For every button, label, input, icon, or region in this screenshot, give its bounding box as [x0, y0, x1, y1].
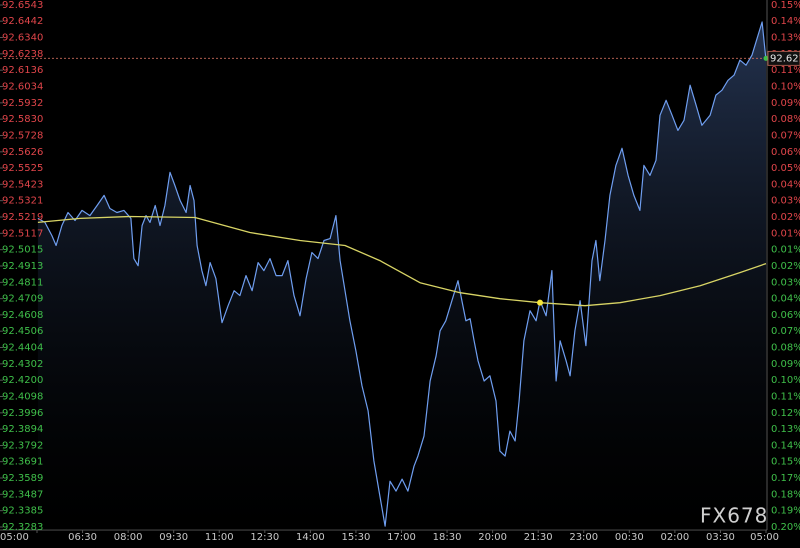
watermark: FX678	[700, 504, 768, 528]
y-tick-label: 92.5117	[2, 228, 43, 239]
y2-tick-label: 0.01%	[771, 228, 800, 239]
x-tick-label: 05:00	[0, 532, 29, 543]
x-tick-label: 09:30	[159, 532, 188, 543]
y-tick-label: 92.5525	[2, 163, 43, 174]
y-tick-label: 92.5423	[2, 179, 43, 190]
y2-tick-label: 0.12%	[771, 408, 800, 419]
y2-tick-label: 0.08%	[771, 114, 800, 125]
last-price-dot	[763, 55, 769, 61]
y2-tick-label: 0.07%	[771, 131, 800, 142]
y-tick-label: 92.6238	[2, 49, 43, 60]
y2-tick-label: 0.03%	[771, 196, 800, 207]
x-tick-label: 06:30	[68, 532, 97, 543]
y2-tick-label: 0.11%	[771, 65, 800, 76]
y2-tick-label: 0.04%	[771, 179, 800, 190]
y2-tick-label: 0.02%	[771, 212, 800, 223]
y2-tick-label: 0.09%	[771, 359, 800, 370]
y-tick-label: 92.6034	[2, 82, 43, 93]
x-tick-label: 14:00	[296, 532, 325, 543]
x-tick-label: 18:30	[433, 532, 462, 543]
y2-tick-label: 0.18%	[771, 489, 800, 500]
y2-tick-label: 0.13%	[771, 424, 800, 435]
y2-tick-label: 0.10%	[771, 82, 800, 93]
y-tick-label: 92.4913	[2, 261, 43, 272]
y-tick-label: 92.3487	[2, 489, 43, 500]
y2-tick-label: 0.05%	[771, 163, 800, 174]
y-tick-label: 92.6442	[2, 16, 43, 27]
y2-tick-label: 0.17%	[771, 473, 800, 484]
y-tick-label: 92.5728	[2, 131, 43, 142]
x-tick-label: 08:00	[114, 532, 143, 543]
y2-tick-label: 0.13%	[771, 33, 800, 44]
y2-tick-label: 0.07%	[771, 326, 800, 337]
y2-tick-label: 0.06%	[771, 310, 800, 321]
x-tick-label: 23:00	[569, 532, 598, 543]
x-tick-label: 15:30	[342, 532, 371, 543]
x-tick-label: 12:30	[250, 532, 279, 543]
y-tick-label: 92.4302	[2, 359, 43, 370]
x-tick-label: 05:00	[750, 532, 779, 543]
y-tick-label: 92.3894	[2, 424, 43, 435]
x-tick-label: 21:30	[524, 532, 553, 543]
y-tick-label: 92.5321	[2, 196, 43, 207]
y2-tick-label: 0.10%	[771, 375, 800, 386]
average-line	[37, 215, 767, 307]
price-line	[37, 21, 767, 527]
y-tick-label: 92.4709	[2, 294, 43, 305]
y2-tick-label: 0.19%	[771, 506, 800, 517]
y-tick-label: 92.4811	[2, 277, 43, 288]
y2-tick-label: 0.15%	[771, 457, 800, 468]
y-tick-label: 92.5219	[2, 212, 43, 223]
y-tick-label: 92.4506	[2, 326, 43, 337]
x-tick-label: 03:30	[706, 532, 735, 543]
y2-tick-label: 0.14%	[771, 16, 800, 27]
y-tick-label: 92.3996	[2, 408, 43, 419]
y-tick-label: 92.4608	[2, 310, 43, 321]
y-tick-label: 92.3691	[2, 457, 43, 468]
y-tick-label: 92.4404	[2, 343, 43, 354]
x-tick-label: 00:30	[615, 532, 644, 543]
y2-tick-label: 0.08%	[771, 343, 800, 354]
y-tick-label: 92.5015	[2, 245, 43, 256]
y-tick-label: 92.5932	[2, 98, 43, 109]
y-tick-label: 92.6136	[2, 65, 43, 76]
x-tick-label: 17:00	[387, 532, 416, 543]
y-tick-label: 92.3792	[2, 440, 43, 451]
y-tick-label: 92.6340	[2, 33, 43, 44]
y2-tick-label: 0.01%	[771, 245, 800, 256]
y2-tick-label: 0.06%	[771, 147, 800, 158]
y2-tick-label: 0.04%	[771, 294, 800, 305]
y-tick-label: 92.5626	[2, 147, 43, 158]
y2-tick-label: 0.15%	[771, 0, 800, 11]
y-tick-label: 92.3589	[2, 473, 43, 484]
y2-tick-label: 0.02%	[771, 261, 800, 272]
y-tick-label: 92.5830	[2, 114, 43, 125]
y2-tick-label: 0.11%	[771, 392, 800, 403]
x-tick-label: 20:00	[478, 532, 507, 543]
x-tick-label: 11:00	[205, 532, 234, 543]
y-tick-label: 92.3385	[2, 506, 43, 517]
y2-tick-label: 0.03%	[771, 277, 800, 288]
y-tick-label: 92.3283	[2, 522, 43, 533]
y2-tick-label: 0.09%	[771, 98, 800, 109]
area	[37, 22, 766, 530]
last-price-box	[767, 50, 800, 66]
x-tick-label: 02:00	[660, 532, 689, 543]
y2-tick-label: 0.20%	[771, 522, 800, 533]
y-tick-label: 92.4200	[2, 375, 43, 386]
y-tick-label: 92.4098	[2, 392, 43, 403]
average-dot	[537, 299, 544, 306]
y2-tick-label: 0.14%	[771, 440, 800, 451]
last-price-label: 92.621	[770, 53, 800, 64]
y-tick-label: 92.6543	[2, 0, 43, 11]
